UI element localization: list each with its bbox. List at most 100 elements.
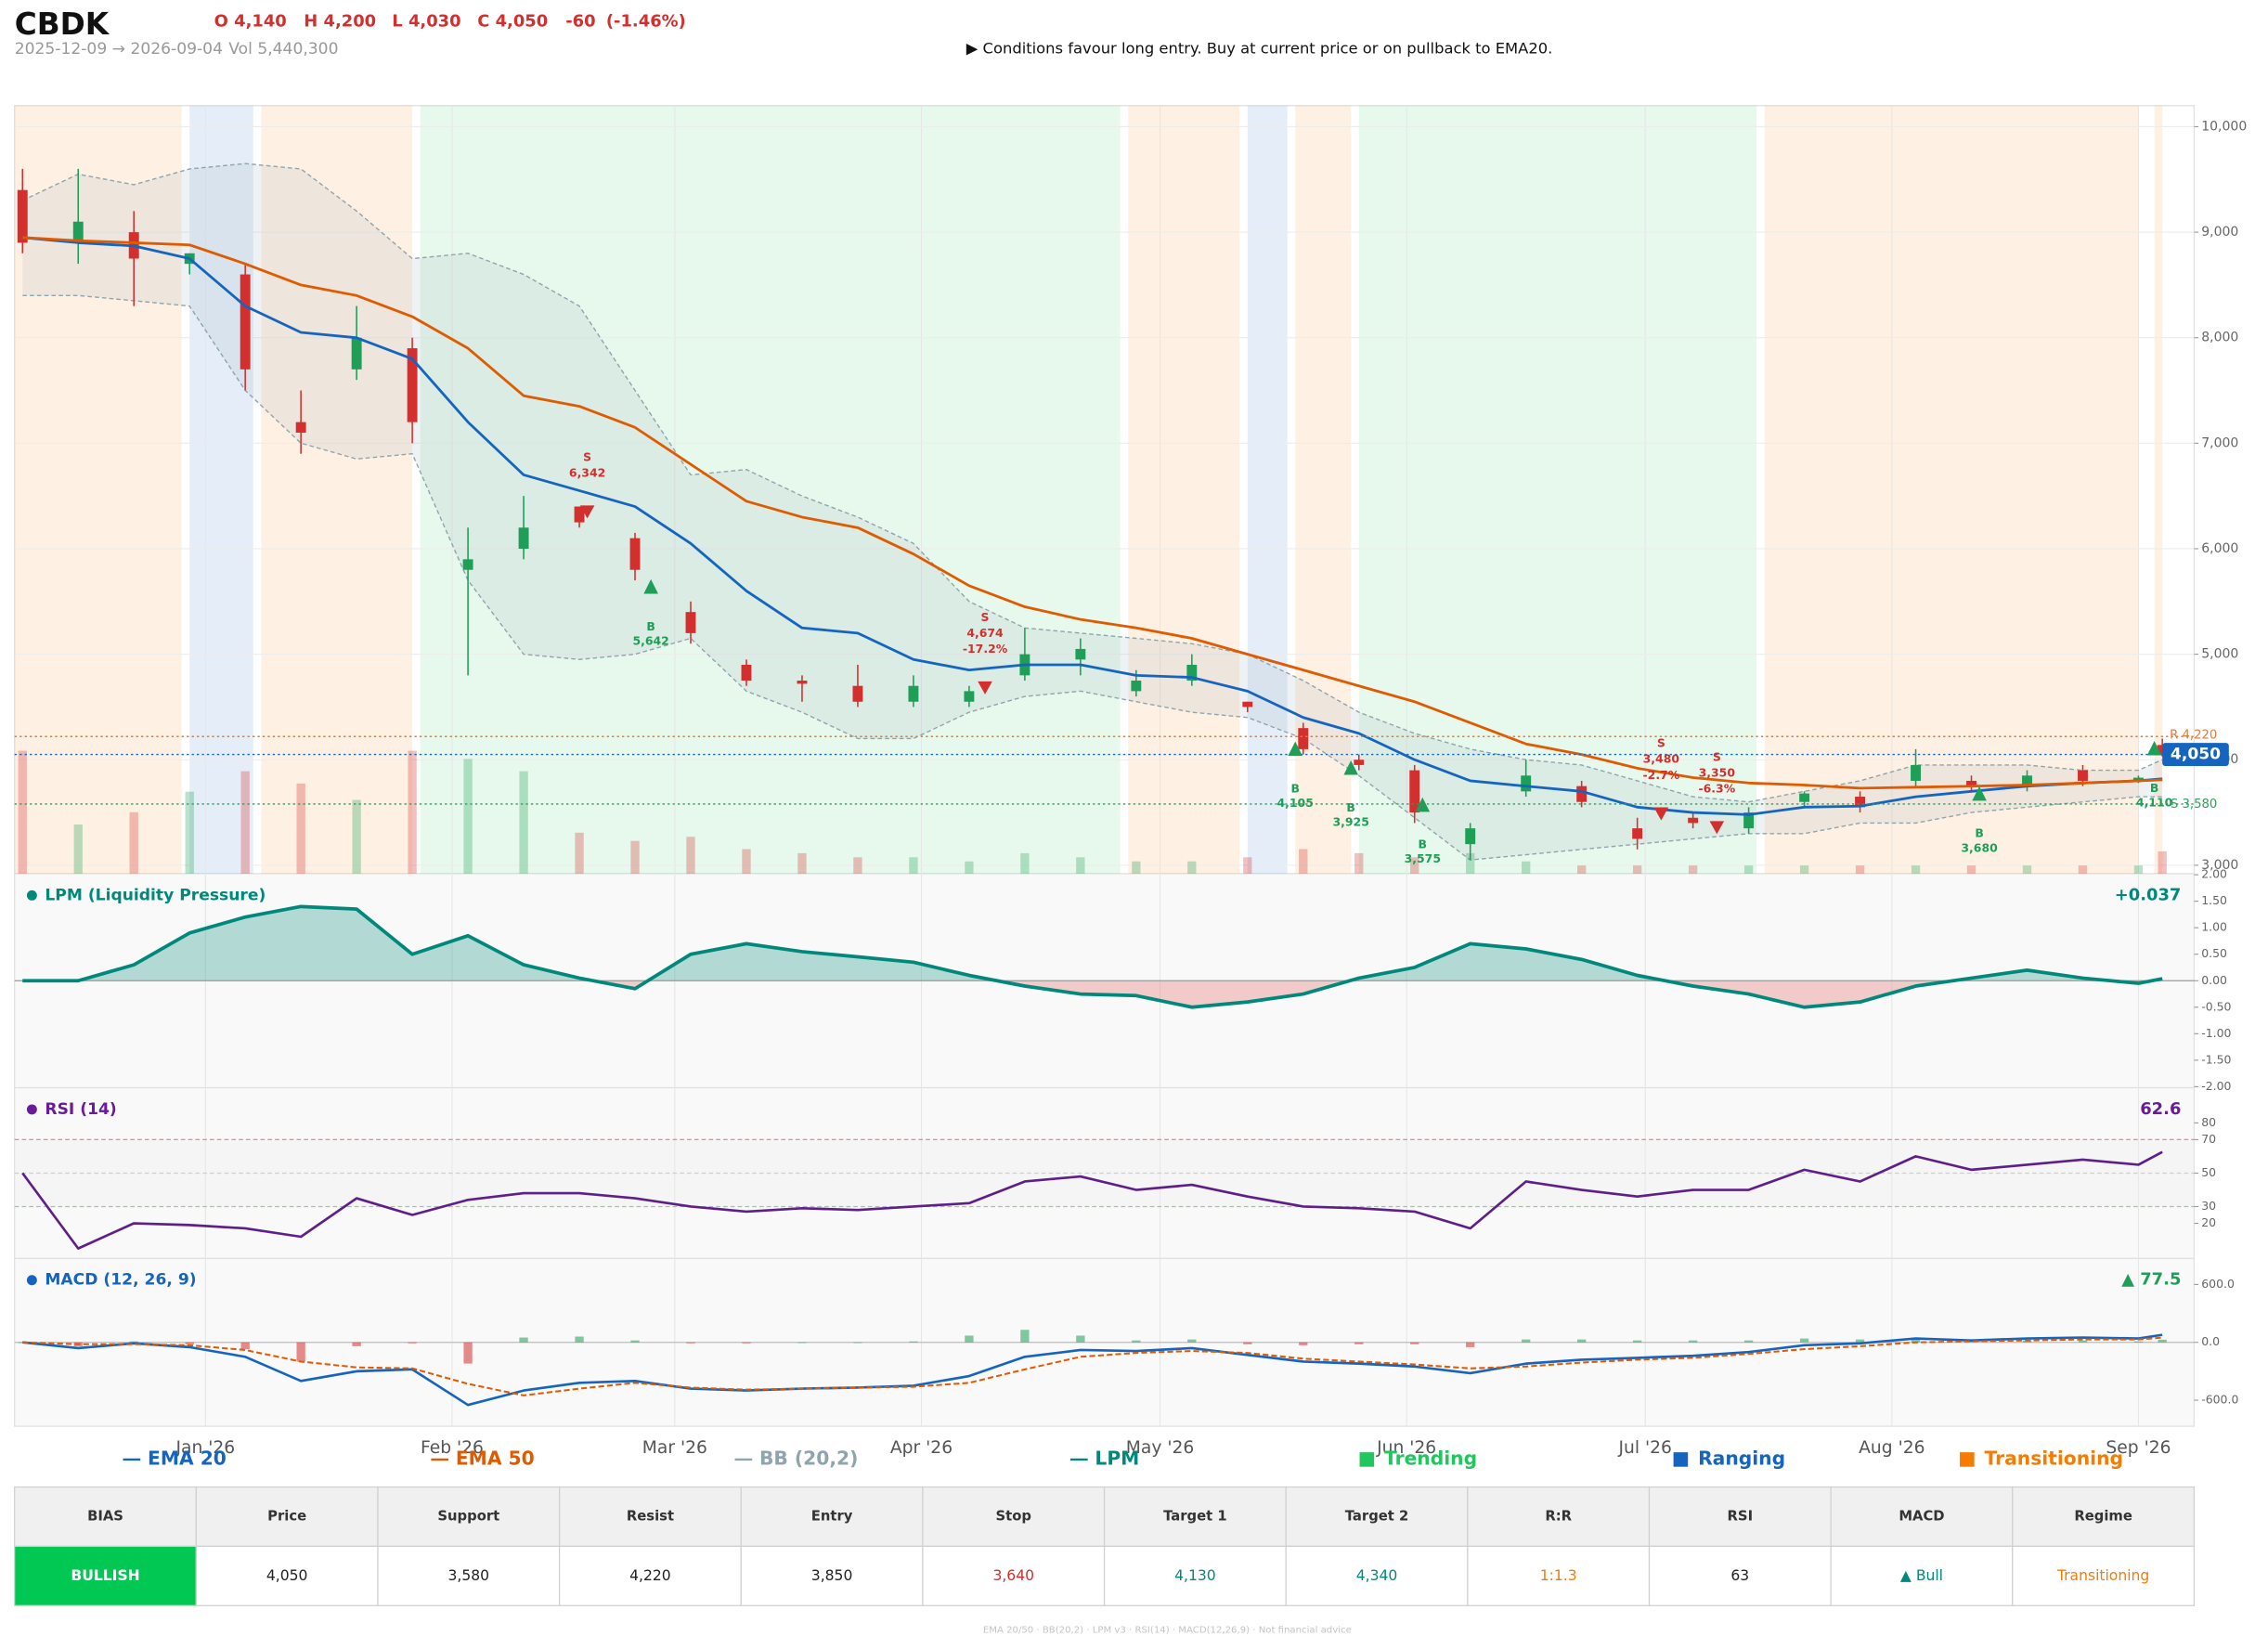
sell-marker (1653, 807, 1669, 821)
table-cell (1648, 1545, 1832, 1606)
volume-bar (1410, 857, 1419, 874)
x-tick-label: Sep '26 (2106, 1438, 2171, 1458)
buy-marker (1343, 760, 1358, 775)
candle-body (908, 685, 919, 702)
legend-label: Trending (1384, 1447, 1477, 1469)
volume-bar (129, 812, 138, 874)
legend-label: Ranging (1698, 1447, 1785, 1469)
y-tick-label: 8,000 (2201, 331, 2238, 345)
candle-body (1242, 701, 1253, 708)
histogram-bar (240, 1342, 250, 1349)
x-tick-label: Jul '26 (1618, 1438, 1672, 1458)
histogram-bar (1466, 1342, 1475, 1347)
regime-band (2154, 105, 2163, 874)
volume-bar (1466, 852, 1475, 874)
histogram-bar (408, 1342, 417, 1344)
histogram-bar (1243, 1342, 1252, 1344)
candle-body (964, 691, 975, 702)
candle-body (1688, 817, 1699, 824)
panel-dot (26, 1104, 37, 1115)
candle-body (1131, 681, 1142, 692)
candle-body (2022, 775, 2032, 786)
volume-bar (2158, 850, 2167, 874)
histogram-bar (1911, 1338, 1921, 1343)
table-value: ▲ Bull (1900, 1567, 1943, 1584)
histogram-bar (1132, 1340, 1141, 1343)
ticker: CBDK (15, 6, 110, 42)
y-tick-label: -0.50 (2201, 999, 2231, 1013)
candle-body (407, 348, 418, 422)
legend-label: BB (20,2) (759, 1447, 858, 1469)
y-tick-label: 10,000 (2201, 119, 2247, 134)
y-tick-label: 600.0 (2201, 1277, 2235, 1291)
y-tick-label: 5,000 (2201, 647, 2238, 662)
panel-dot (26, 889, 37, 901)
volume-bar (463, 759, 473, 874)
table-header-cell (740, 1486, 924, 1548)
y-tick-label: 9,000 (2201, 225, 2238, 240)
signal-side: B (1419, 837, 1428, 851)
candle-body (1186, 664, 1198, 682)
signal-price: 3,575 (1405, 851, 1441, 865)
table-header: Target 2 (1345, 1508, 1409, 1524)
table-cell (2012, 1545, 2196, 1606)
bollinger-lower (22, 294, 2163, 861)
histogram-bar (519, 1337, 528, 1343)
regime-band (261, 105, 413, 874)
regime-band (189, 105, 253, 874)
volume-bar (1911, 865, 1921, 874)
candle-body (1966, 780, 1976, 787)
histogram-bar (1410, 1342, 1419, 1344)
table-header: Entry (811, 1508, 853, 1524)
signal-side: B (1975, 826, 1984, 840)
histogram-bar (129, 1341, 138, 1343)
legend-swatch (1359, 1452, 1375, 1467)
signal-price: 3,680 (1961, 840, 1998, 854)
signal-price: 6,342 (569, 466, 605, 480)
table-value: 3,850 (811, 1567, 853, 1584)
histogram-bar (1966, 1341, 1976, 1343)
y-tick-label: 0.00 (2201, 973, 2227, 987)
table-header: Resist (627, 1508, 674, 1524)
x-tick-label: Mar '26 (642, 1438, 707, 1458)
neutral-zone (14, 1139, 2195, 1207)
volume-bar (1187, 861, 1197, 874)
legend-swatch (1960, 1452, 1975, 1467)
y-tick-label: -1.50 (2201, 1052, 2231, 1066)
histogram-bar (1522, 1339, 1531, 1343)
volume-bar (909, 857, 918, 874)
signal-change: -2.7% (1642, 768, 1679, 782)
signal-price: 4,105 (1277, 796, 1314, 810)
signal-side: B (1346, 800, 1355, 814)
histogram-bar (1187, 1339, 1197, 1343)
volume-bar (2078, 865, 2088, 874)
signal-side: S (1657, 735, 1665, 749)
candle-body (797, 681, 808, 684)
table-header-cell (14, 1486, 197, 1548)
change: -60 (565, 11, 595, 31)
table-header: Price (267, 1508, 306, 1524)
histogram-bar (1076, 1335, 1085, 1343)
last-value: +0.037 (2115, 885, 2182, 904)
histogram-bar (909, 1341, 918, 1343)
table-value: 4,220 (629, 1567, 671, 1584)
table-header: Regime (2074, 1508, 2132, 1524)
y-tick-label: -600.0 (2201, 1393, 2238, 1407)
rsi-line (21, 1150, 2163, 1250)
histogram-bar (853, 1342, 862, 1344)
area-positive (22, 906, 2163, 981)
histogram-bar (1576, 1339, 1587, 1343)
histogram-bar (1632, 1340, 1642, 1343)
table-header-cell (1285, 1486, 1469, 1548)
signal-change: -17.2% (963, 642, 1008, 656)
table-cell (740, 1545, 924, 1606)
regime-band (1128, 105, 1240, 874)
histogram-bar (1855, 1339, 1865, 1343)
volume-bar (408, 750, 417, 874)
volume-bar (630, 840, 640, 874)
buy-marker (1415, 797, 1431, 812)
table-cell (1830, 1545, 2014, 1606)
table-value: Transitioning (2056, 1567, 2149, 1584)
volume-bar (296, 783, 305, 874)
sell-marker (978, 681, 992, 695)
